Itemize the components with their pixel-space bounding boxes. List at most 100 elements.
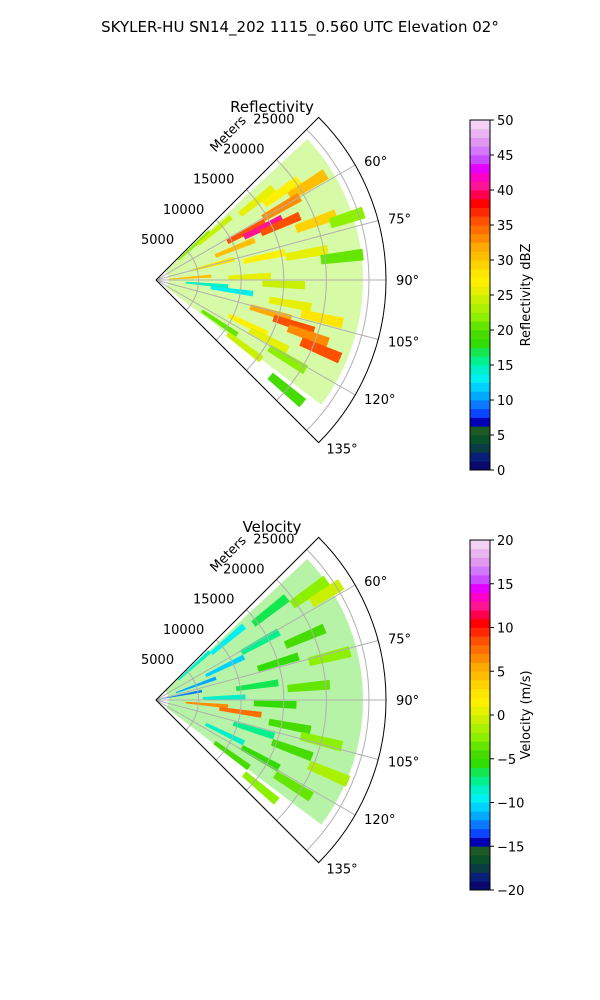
velocity-field-cell	[289, 575, 331, 609]
reflectivity-colorbar-segment	[470, 435, 490, 445]
reflectivity-field-cell	[225, 331, 264, 363]
reflectivity-colorbar-segment	[470, 286, 490, 296]
velocity-colorbar-segment	[470, 846, 490, 856]
figure-title: SKYLER-HU SN14_202 1115_0.560 UTC Elevat…	[101, 18, 499, 37]
reflectivity-field-cell	[197, 214, 233, 246]
velocity-azimuth-tick-label: 75°	[388, 632, 411, 647]
reflectivity-range-tick-label: 15000	[193, 173, 234, 188]
reflectivity-field-cell	[242, 214, 285, 240]
reflectivity-azimuth-tick-label: 135°	[326, 442, 357, 457]
velocity-colorbar-label: Velocity (m/s)	[519, 670, 534, 759]
velocity-colorbar-segment	[470, 627, 490, 637]
velocity-sector-frame	[155, 536, 387, 864]
reflectivity-colorbar-segment	[470, 181, 490, 191]
velocity-azimuth-tick-label: 90°	[396, 694, 419, 709]
velocity-colorbar-segment	[470, 837, 490, 847]
reflectivity-field-cell	[228, 272, 271, 280]
reflectivity-field-cell	[267, 344, 309, 375]
reflectivity-colorbar-segment	[470, 426, 490, 436]
reflectivity-field-cell	[286, 324, 330, 348]
velocity-colorbar-segment	[470, 653, 490, 663]
reflectivity-azimuth-tick-label: 90°	[396, 274, 419, 289]
reflectivity-field-cell	[267, 372, 307, 408]
velocity-colorbar-tick-label: 15	[497, 578, 514, 593]
velocity-colorbar-tick-label: 0	[497, 709, 505, 724]
velocity-colorbar-segment	[470, 645, 490, 655]
reflectivity-colorbar-segment	[470, 233, 490, 243]
reflectivity-colorbar-tick-label: 50	[497, 114, 514, 129]
reflectivity-colorbar-segment	[470, 163, 490, 173]
reflectivity-field-cell	[210, 286, 254, 297]
reflectivity-colorbar-tick-label: 5	[497, 429, 505, 444]
velocity-title: Velocity	[243, 518, 302, 536]
velocity-field-cell	[232, 721, 276, 740]
velocity-grid	[155, 536, 387, 864]
reflectivity-field-cell	[177, 230, 212, 261]
reflectivity-colorbar-segment	[470, 172, 490, 182]
reflectivity-colorbar-segment	[470, 295, 490, 305]
velocity-colorbar-tick-label: −20	[497, 884, 524, 899]
velocity-colorbar-segment	[470, 566, 490, 576]
velocity-field-cell	[240, 745, 281, 772]
velocity-field-cell	[240, 628, 281, 655]
reflectivity-range-tick-label: 10000	[163, 203, 204, 218]
reflectivity-colorbar-segment	[470, 373, 490, 383]
reflectivity-colorbar-segment	[470, 303, 490, 313]
reflectivity-colorbar-segment	[470, 190, 490, 200]
reflectivity-field-cell	[168, 274, 212, 280]
reflectivity-field-cell	[185, 281, 229, 289]
reflectivity-colorbar-segment	[470, 330, 490, 340]
reflectivity-field-cell	[259, 211, 302, 237]
reflectivity-azimuth-spoke	[155, 219, 379, 281]
reflectivity-colorbar-segment	[470, 216, 490, 226]
reflectivity-field-cell	[287, 169, 329, 201]
velocity-colorbar-tick-label: 20	[497, 534, 514, 549]
velocity-colorbar-segment	[470, 776, 490, 786]
velocity-colorbar-segment	[470, 715, 490, 725]
velocity-field-cell	[205, 722, 246, 746]
velocity-colorbar-tick-label: −15	[497, 840, 524, 855]
reflectivity-colorbar-segment	[470, 347, 490, 357]
reflectivity-range-tick-label: 20000	[223, 143, 264, 158]
reflectivity-colorbar-tick-label: 40	[497, 184, 514, 199]
reflectivity-range-tick-label: 25000	[253, 112, 294, 127]
velocity-colorbar-segment	[470, 592, 490, 602]
velocity-colorbar-segment	[470, 785, 490, 795]
velocity-colorbar-segment	[470, 732, 490, 742]
velocity-colorbar-segment	[470, 750, 490, 760]
reflectivity-azimuth-spoke	[155, 279, 356, 396]
velocity-field	[160, 558, 363, 825]
velocity-colorbar-segment	[470, 723, 490, 733]
velocity-colorbar-segment	[470, 671, 490, 681]
velocity-azimuth-spoke	[155, 584, 356, 701]
reflectivity-azimuth-tick-label: 105°	[388, 336, 419, 351]
velocity-colorbar-segment	[470, 697, 490, 707]
reflectivity-colorbar-segment	[470, 128, 490, 138]
reflectivity-colorbar-segment	[470, 242, 490, 252]
reflectivity-colorbar-segment	[470, 400, 490, 410]
reflectivity-field	[165, 138, 366, 408]
reflectivity-panel: Reflectivity 500010000150002000025000Met…	[141, 98, 534, 479]
reflectivity-title: Reflectivity	[230, 98, 314, 116]
velocity-field-cell	[210, 623, 247, 656]
reflectivity-colorbar-tick-label: 25	[497, 289, 514, 304]
velocity-colorbar-segment	[470, 601, 490, 611]
velocity-field-cell	[160, 689, 203, 700]
velocity-azimuth-tick-label: 135°	[326, 862, 357, 877]
velocity-azimuth-tick-label: 105°	[388, 756, 419, 771]
velocity-colorbar-segment	[470, 881, 490, 891]
velocity-colorbar-segment	[470, 863, 490, 873]
velocity-azimuth-spoke	[155, 699, 356, 816]
reflectivity-colorbar-tick-label: 30	[497, 254, 514, 269]
reflectivity-azimuth-tick-label: 75°	[388, 212, 411, 227]
velocity-colorbar: −20 −15 −10 −5 0 5 10 15 20 Velocity (m/s)	[469, 534, 534, 899]
velocity-field-cell	[213, 740, 251, 771]
reflectivity-colorbar-segment	[470, 461, 490, 471]
reflectivity-colorbar-segment	[470, 251, 490, 261]
reflectivity-colorbar-tick-label: 45	[497, 149, 514, 164]
reflectivity-range-tick-label: 5000	[141, 233, 174, 248]
reflectivity-field-cell	[299, 337, 343, 364]
velocity-field-cell	[307, 760, 351, 787]
velocity-field-cell	[253, 700, 297, 709]
velocity-field-cell	[273, 771, 314, 802]
